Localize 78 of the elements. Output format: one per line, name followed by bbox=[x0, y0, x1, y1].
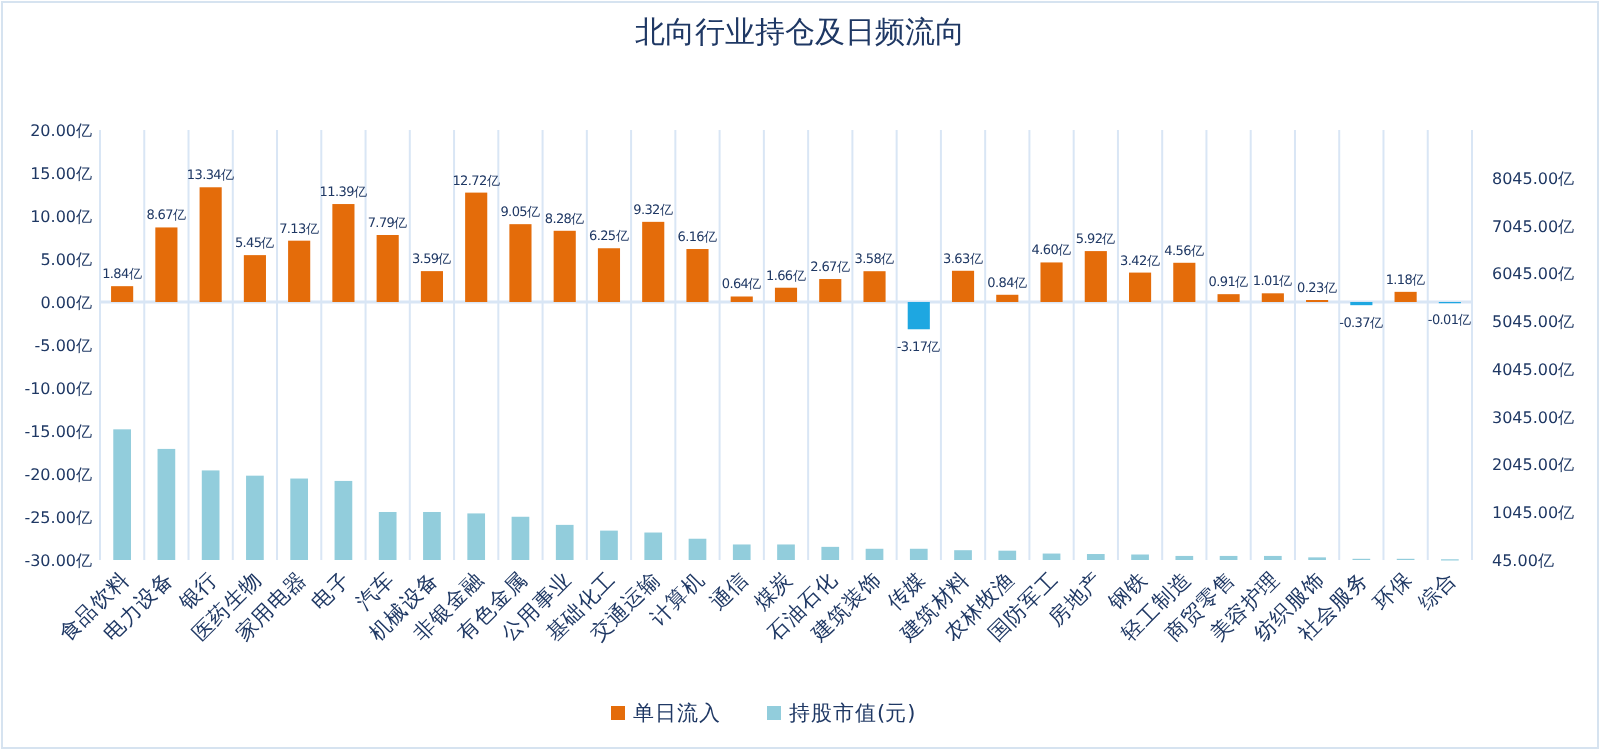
bar bbox=[600, 530, 618, 560]
y2-tick-label: 6045.00亿 bbox=[1492, 265, 1575, 284]
bar bbox=[423, 511, 441, 560]
bar bbox=[376, 235, 399, 302]
y2-tick-label: 2045.00亿 bbox=[1492, 456, 1575, 475]
bar bbox=[688, 538, 707, 560]
y2-tick-label: 4045.00亿 bbox=[1492, 360, 1575, 379]
bar bbox=[199, 187, 222, 302]
bar bbox=[509, 224, 532, 302]
y-tick-label: -20.00亿 bbox=[24, 466, 92, 484]
bar bbox=[821, 546, 840, 560]
bar bbox=[111, 286, 134, 302]
bar bbox=[553, 230, 576, 302]
y2-tick-label: 5045.00亿 bbox=[1492, 313, 1575, 332]
bar bbox=[998, 550, 1017, 560]
bar bbox=[909, 548, 928, 560]
y-tick-label: -25.00亿 bbox=[24, 509, 92, 527]
bar bbox=[1173, 262, 1196, 302]
bar bbox=[288, 240, 311, 302]
bar bbox=[1131, 554, 1149, 560]
y2-tick-label: 8045.00亿 bbox=[1492, 169, 1575, 188]
bar bbox=[954, 550, 972, 560]
bar bbox=[1261, 293, 1284, 302]
bar bbox=[951, 270, 975, 302]
y-tick-label: -30.00亿 bbox=[24, 552, 92, 570]
bar bbox=[732, 544, 751, 560]
legend-label: 持股市值(元) bbox=[789, 700, 916, 726]
y-tick-label: 5.00亿 bbox=[40, 251, 92, 269]
x-tick-label: 通信 bbox=[704, 565, 754, 616]
y-tick-label: 10.00亿 bbox=[30, 208, 92, 226]
y-tick-label: -15.00亿 bbox=[24, 423, 92, 441]
bar bbox=[467, 513, 486, 560]
bar bbox=[243, 255, 266, 302]
bar bbox=[465, 192, 488, 302]
y2-tick-label: 1045.00亿 bbox=[1492, 504, 1575, 523]
bar bbox=[511, 516, 530, 560]
bar bbox=[686, 249, 709, 302]
bar bbox=[420, 271, 443, 302]
bar bbox=[777, 544, 795, 560]
bar bbox=[597, 248, 621, 302]
bar bbox=[730, 296, 753, 302]
bar bbox=[334, 480, 353, 560]
x-tick-label: 环保 bbox=[1369, 567, 1418, 616]
bar bbox=[642, 221, 665, 302]
y-tick-label: 15.00亿 bbox=[30, 165, 92, 183]
bar bbox=[907, 302, 930, 330]
y2-tick-label: 7045.00亿 bbox=[1492, 217, 1575, 236]
y2-tick-label: 45.00亿 bbox=[1492, 552, 1554, 570]
bar bbox=[201, 470, 220, 560]
bar bbox=[1394, 291, 1417, 302]
y-tick-label: 0.00亿 bbox=[40, 294, 92, 312]
y-tick-label: -5.00亿 bbox=[34, 337, 92, 355]
chart-title: 北向行业持仓及日频流向 bbox=[635, 14, 965, 50]
bar bbox=[332, 204, 355, 302]
bar bbox=[1040, 262, 1063, 302]
y-tick-label: -10.00亿 bbox=[24, 380, 92, 398]
bar bbox=[155, 227, 178, 302]
bar bbox=[1129, 272, 1152, 302]
bar bbox=[819, 279, 842, 302]
bar bbox=[1086, 554, 1105, 560]
bar bbox=[863, 271, 886, 302]
bar bbox=[774, 287, 798, 302]
legend-label: 单日流入 bbox=[633, 700, 721, 726]
y2-tick-label: 3045.00亿 bbox=[1492, 408, 1575, 427]
bar bbox=[378, 511, 397, 560]
bar bbox=[113, 429, 131, 560]
bar bbox=[157, 448, 176, 560]
x-tick-label: 综合 bbox=[1412, 565, 1463, 616]
x-tick-label: 电子 bbox=[306, 565, 356, 616]
y-tick-label: 20.00亿 bbox=[30, 122, 92, 140]
bar bbox=[1084, 251, 1107, 302]
bar bbox=[996, 294, 1019, 302]
bar bbox=[1217, 294, 1240, 302]
bar bbox=[246, 475, 264, 560]
bar bbox=[290, 478, 309, 560]
bar bbox=[644, 532, 663, 560]
bar bbox=[865, 548, 884, 560]
bar bbox=[555, 524, 574, 560]
